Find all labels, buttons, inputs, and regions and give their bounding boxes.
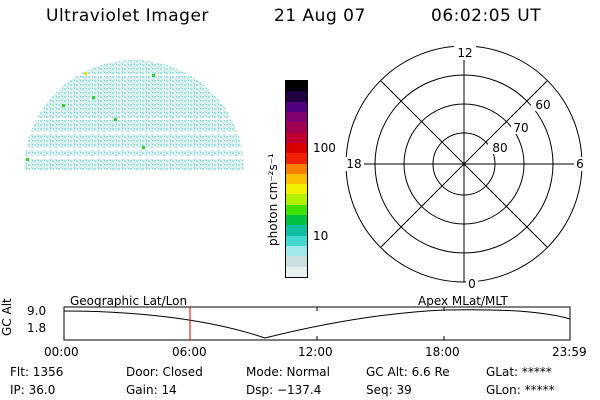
info-gc-alt: GC Alt: 6.6 Re (366, 365, 450, 379)
lat-label-70: 70 (513, 121, 528, 135)
info-dsp: Dsp: −137.4 (246, 383, 322, 397)
timeline-xtick-0000: 00:00 (44, 345, 79, 359)
colorbar-unit-label: photon cm⁻²s⁻¹ (266, 153, 280, 246)
colorbar-tick-100: 100 (313, 141, 336, 155)
colorbar-segment (286, 235, 307, 246)
colorbar-segment (286, 204, 307, 216)
polar-plot: 12 18 6 0 60 70 80 (344, 44, 586, 292)
colorbar-segment (286, 256, 307, 267)
timeline-left-label: Geographic Lat/Lon (70, 294, 188, 308)
colorbar-segment (286, 91, 307, 102)
gc-altitude-curve (63, 309, 571, 339)
info-mode: Mode: Normal (246, 365, 330, 379)
timeline-xtick-1200: 12:00 (298, 345, 333, 359)
colorbar-segment (286, 132, 307, 143)
info-flt: Flt: 1356 (10, 365, 64, 379)
info-glat: GLat: ***** (486, 365, 552, 379)
lat-label-60: 60 (535, 98, 550, 112)
timeline-plot (63, 306, 571, 341)
colorbar-segment (286, 194, 307, 205)
info-ip: IP: 36.0 (10, 383, 56, 397)
timeline-ytick-high: 9.0 (27, 304, 47, 318)
mlt-label-18: 18 (346, 157, 361, 171)
colorbar-segment (286, 225, 307, 236)
colorbar-segment (286, 122, 307, 133)
colorbar (285, 80, 308, 278)
colorbar-segment (286, 246, 307, 257)
info-door: Door: Closed (126, 365, 203, 379)
lat-label-80: 80 (492, 141, 507, 155)
colorbar-segment (286, 142, 307, 154)
mlt-label-0: 0 (468, 277, 476, 291)
timeline-ylabel: GC Alt (0, 298, 14, 336)
image-date: 21 Aug 07 (274, 6, 366, 26)
colorbar-segment (286, 266, 307, 277)
timeline-xtick-0600: 06:00 (172, 345, 207, 359)
colorbar-segment (286, 153, 307, 164)
colorbar-segment (286, 101, 307, 112)
timeline-right-label: Apex MLat/MLT (418, 294, 508, 308)
timeline-xtick-2359: 23:59 (552, 345, 587, 359)
colorbar-segment (286, 111, 307, 123)
image-time: 06:02:05 UT (431, 6, 542, 26)
colorbar-tick-10: 10 (313, 229, 329, 243)
colorbar-segment (286, 81, 307, 92)
mlt-label-6: 6 (576, 157, 584, 171)
colorbar-segment (286, 163, 307, 174)
colorbar-segment (286, 215, 307, 226)
timeline-ytick-low: 1.8 (27, 321, 47, 335)
info-seq: Seq: 39 (366, 383, 412, 397)
instrument-title: Ultraviolet Imager (46, 6, 209, 26)
uv-image (24, 60, 244, 170)
mlt-label-12: 12 (457, 46, 472, 60)
info-gain: Gain: 14 (126, 383, 177, 397)
timeline-xtick-1800: 18:00 (425, 345, 460, 359)
colorbar-segment (286, 173, 307, 185)
colorbar-segment (286, 184, 307, 195)
info-glon: GLon: ***** (486, 383, 555, 397)
